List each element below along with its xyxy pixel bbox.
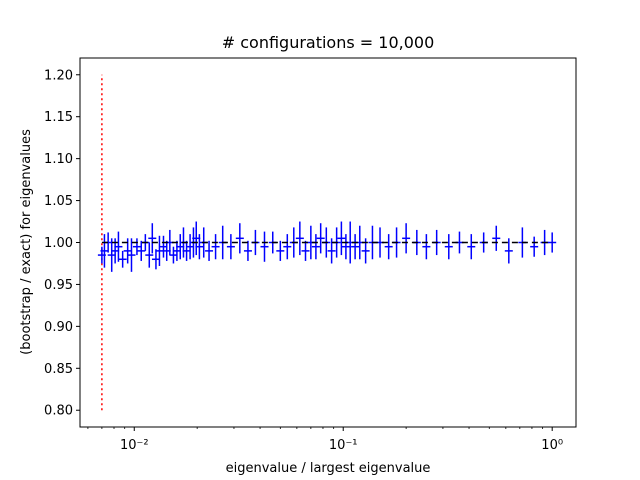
y-tick-label: 0.95 — [44, 278, 73, 293]
y-tick-label: 0.80 — [44, 404, 73, 419]
x-tick-label: 10⁻² — [120, 438, 149, 453]
y-axis-label: (bootstrap / exact) for eigenvalues — [19, 129, 34, 355]
x-axis-label: eigenvalue / largest eigenvalue — [226, 461, 431, 476]
x-tick-label: 10⁻¹ — [329, 438, 358, 453]
y-tick-label: 1.00 — [44, 236, 73, 251]
y-tick-label: 1.05 — [44, 194, 73, 209]
y-tick-label: 1.20 — [44, 68, 73, 83]
x-tick-label: 10⁰ — [541, 438, 563, 453]
y-tick-label: 1.15 — [44, 110, 73, 125]
plot-area — [97, 74, 557, 411]
y-tick-label: 0.85 — [44, 362, 73, 377]
y-tick-label: 0.90 — [44, 320, 73, 335]
chart-title: # configurations = 10,000 — [222, 33, 435, 52]
y-tick-label: 1.10 — [44, 152, 73, 167]
